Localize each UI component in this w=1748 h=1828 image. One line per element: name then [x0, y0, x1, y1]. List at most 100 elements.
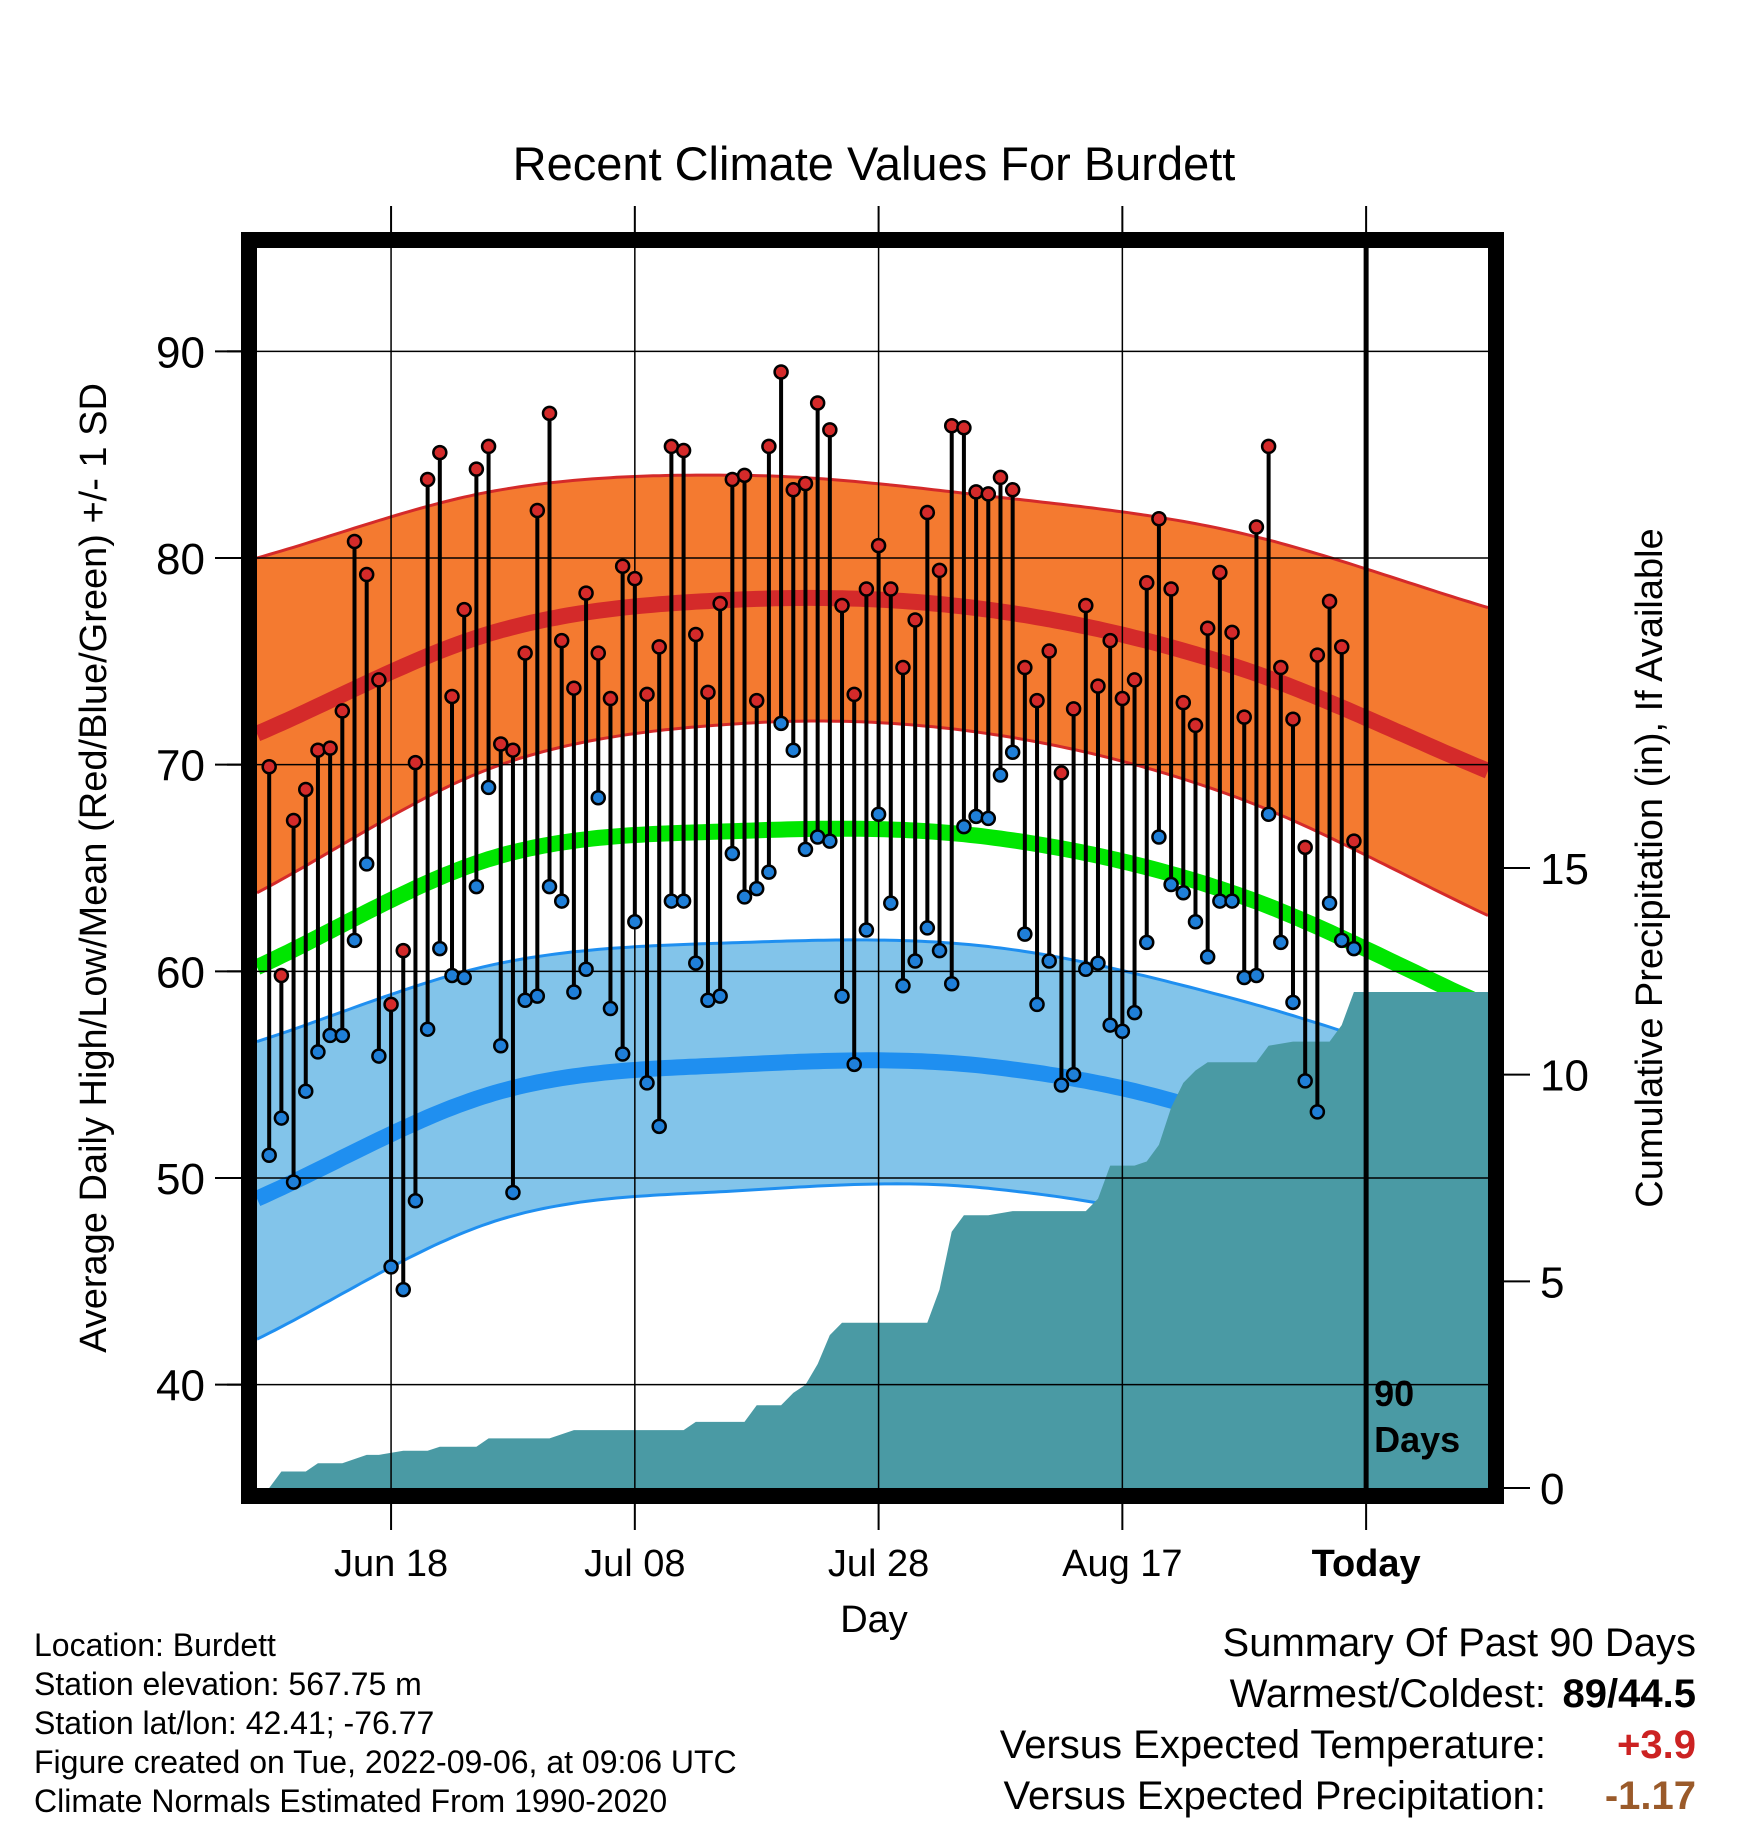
daily-high-point: [943, 417, 960, 434]
daily-high-point: [1090, 678, 1106, 694]
daily-high-point: [273, 967, 290, 984]
temp-departure-value: +3.9: [1617, 1723, 1696, 1767]
daily-high-point: [858, 581, 875, 597]
cumulative-precip-area: [257, 992, 1488, 1488]
summary-title: Summary Of Past 90 Days: [1222, 1621, 1696, 1665]
warmest-coldest-value: 89/44.5: [1562, 1672, 1696, 1716]
daily-high-point: [1029, 692, 1045, 709]
daily-high-point: [956, 420, 972, 436]
daily-low-point: [797, 841, 814, 858]
daily-low-point: [1114, 1023, 1131, 1040]
daily-high-point: [371, 672, 387, 688]
daily-high-point: [432, 444, 448, 461]
daily-high-point: [968, 484, 984, 500]
daily-low-point: [870, 806, 887, 823]
daily-low-point: [773, 715, 789, 732]
daily-low-point: [883, 895, 899, 911]
daily-high-point: [1078, 597, 1094, 614]
daily-high-point: [383, 996, 399, 1013]
daily-high-point: [895, 659, 911, 676]
daily-high-point: [712, 595, 728, 612]
x-tick-label: Aug 17: [1062, 1543, 1182, 1585]
daily-low-point: [468, 878, 485, 895]
daily-low-point: [1321, 895, 1338, 911]
daily-high-point: [785, 482, 802, 498]
daily-low-point: [1004, 744, 1021, 761]
daily-low-point: [931, 942, 948, 959]
daily-low-point: [1102, 1017, 1118, 1033]
daily-high-point: [761, 438, 777, 455]
daily-high-point: [298, 781, 314, 798]
daily-high-point: [639, 686, 655, 703]
daily-high-point: [590, 645, 607, 661]
daily-low-point: [395, 1281, 412, 1298]
daily-low-point: [298, 1083, 314, 1099]
daily-high-point: [627, 570, 643, 587]
x-axis-label: Day: [840, 1599, 908, 1641]
daily-high-point: [602, 690, 619, 707]
daily-high-point: [1114, 690, 1131, 707]
daily-high-point: [1236, 709, 1252, 725]
daily-low-point: [1175, 885, 1192, 901]
daily-low-point: [590, 789, 607, 806]
daily-low-point: [553, 893, 570, 909]
daily-high-point: [931, 562, 948, 579]
daily-low-point: [1029, 996, 1045, 1013]
x-tick-label: Jul 08: [584, 1543, 685, 1585]
daily-high-point: [1126, 672, 1143, 688]
y-left-tick-label: 50: [156, 1155, 205, 1204]
daily-low-point: [541, 878, 558, 895]
daily-low-point: [968, 808, 984, 825]
daily-high-point: [1017, 659, 1033, 676]
daily-low-point: [1041, 953, 1057, 969]
daily-low-point: [1309, 1104, 1326, 1120]
daily-high-point: [1297, 839, 1313, 856]
plot-frame: [241, 232, 1504, 1504]
daily-high-point: [395, 942, 412, 959]
daily-low-point: [858, 922, 875, 938]
daily-high-point: [444, 688, 460, 705]
daily-high-point: [1321, 593, 1338, 610]
period-marker-line: 90: [1374, 1373, 1414, 1414]
normal-high-mean-line: [257, 589, 1488, 779]
daily-high-point: [1151, 510, 1167, 527]
daily-high-point: [456, 601, 472, 618]
period-marker-label: 90 Days: [1374, 1373, 1460, 1460]
daily-high-point: [529, 502, 546, 519]
daily-high-point: [846, 686, 862, 703]
daily-high-point: [553, 632, 570, 649]
daily-low-point: [980, 810, 997, 827]
daily-low-point: [785, 742, 802, 758]
daily-high-point: [883, 581, 899, 597]
station-info: Location: Burdett Station elevation: 567…: [34, 1626, 737, 1821]
normals-text: Climate Normals Estimated From 1990-2020: [34, 1783, 668, 1819]
daily-low-point: [456, 969, 472, 986]
daily-high-point: [1309, 647, 1326, 663]
daily-high-point: [1065, 701, 1082, 717]
y-left-tick-label: 70: [156, 742, 205, 791]
daily-low-point: [1285, 994, 1301, 1011]
daily-low-point: [602, 1000, 619, 1017]
daily-high-point: [809, 395, 826, 411]
right-axis-label: Cumulative Precipitation (in), If Availa…: [1629, 528, 1671, 1207]
daily-high-point: [992, 469, 1009, 486]
y-right-tick-label: 15: [1540, 845, 1589, 894]
summary-panel: Summary Of Past 90 Days Warmest/Coldest:…: [1000, 1618, 1696, 1822]
daily-low-point: [505, 1184, 521, 1201]
daily-high-point: [614, 558, 631, 575]
latlon-text: Station lat/lon: 42.41; -76.77: [34, 1705, 435, 1741]
y-left-tick-label: 60: [156, 948, 205, 997]
daily-high-point: [907, 612, 923, 628]
daily-high-point: [1102, 632, 1118, 649]
daily-high-point: [688, 626, 704, 643]
daily-low-point: [1138, 934, 1155, 951]
daily-low-point: [639, 1075, 655, 1091]
daily-low-point: [822, 833, 838, 849]
daily-high-point: [541, 405, 558, 422]
daily-low-point: [407, 1192, 424, 1209]
daily-high-point: [566, 680, 582, 696]
daily-low-point: [261, 1147, 277, 1164]
daily-low-point: [566, 984, 582, 1000]
daily-high-point: [675, 442, 692, 459]
daily-high-point: [1187, 717, 1204, 734]
